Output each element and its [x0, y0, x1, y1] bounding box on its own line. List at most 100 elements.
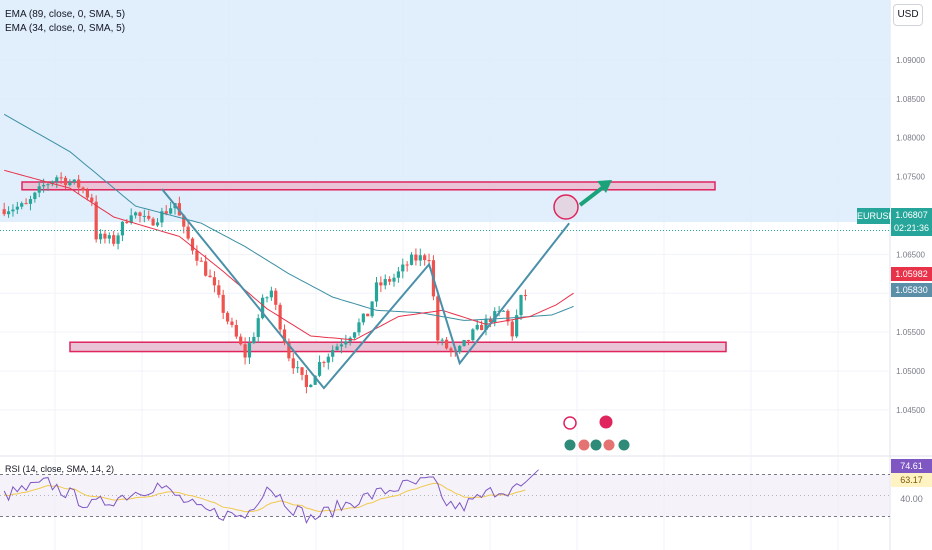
candle-body	[274, 290, 278, 305]
candle-body	[94, 201, 98, 240]
candle-body	[383, 279, 387, 286]
resistance-zone	[21, 181, 716, 191]
candle-body	[33, 192, 37, 200]
breakout-circle	[553, 194, 579, 220]
candle-body	[147, 215, 151, 219]
target-arrow-head	[597, 180, 612, 193]
candle-body	[24, 203, 28, 205]
candle-body	[55, 177, 59, 182]
candle-body	[418, 255, 422, 261]
candle-body	[269, 290, 273, 298]
candle-body	[344, 341, 348, 345]
candle-body	[300, 367, 304, 375]
candle-body	[42, 185, 46, 187]
candle-body	[116, 235, 120, 244]
candle-body	[471, 329, 475, 341]
economic-event-icon	[599, 415, 613, 429]
candle-body	[20, 203, 24, 207]
candle-body	[519, 295, 523, 316]
candle-body	[366, 313, 370, 317]
candle-body	[506, 310, 510, 322]
rsi-sma-line	[4, 482, 526, 513]
support-zone	[69, 341, 727, 353]
candle-body	[182, 215, 186, 227]
ema89-price-tag: 1.05830	[891, 283, 932, 297]
candle-body	[217, 285, 221, 295]
candle-body	[401, 264, 405, 272]
candle-body	[374, 282, 379, 302]
candle-body	[352, 332, 357, 338]
y-tick-label: 1.06500	[896, 250, 925, 259]
candle-body	[317, 362, 322, 376]
candle-body	[72, 179, 76, 183]
candle-body	[523, 295, 528, 297]
candle-body	[133, 212, 138, 216]
candle-body	[427, 260, 431, 262]
y-tick-label: 1.08000	[896, 134, 925, 143]
candle-body	[458, 345, 462, 352]
bar-countdown: 02:21:36	[893, 223, 930, 233]
candle-body	[59, 177, 63, 179]
y-tick-label: 1.08500	[896, 95, 925, 104]
candle-body	[160, 211, 164, 223]
candle-body	[247, 343, 252, 358]
rsi-value-tag: 74.61	[891, 459, 932, 473]
candle-body	[282, 329, 287, 344]
candle-body	[129, 215, 133, 223]
candle-body	[142, 215, 146, 217]
zigzag-trendline	[161, 188, 570, 390]
ema89-indicator-label[interactable]: EMA (89, close, 0, SMA, 5)	[5, 9, 126, 20]
candle-body	[501, 310, 506, 312]
candle-body	[322, 362, 326, 364]
candle-body	[423, 255, 427, 261]
candle-body	[409, 254, 414, 265]
candle-body	[388, 279, 392, 282]
candle-body	[112, 235, 116, 244]
candle-body	[309, 384, 313, 388]
candle-body	[405, 264, 409, 266]
candle-body	[449, 348, 453, 351]
candle-body	[50, 181, 54, 185]
rsi-level-40-tag: 40.00	[900, 494, 923, 504]
candle-body	[195, 250, 199, 261]
ema34-indicator-label[interactable]: EMA (34, close, 0, SMA, 5)	[5, 23, 126, 34]
news-event-icon	[602, 438, 616, 452]
candle-body	[357, 322, 361, 333]
candle-body	[396, 271, 400, 278]
candle-body	[37, 186, 41, 193]
candle-body	[151, 218, 155, 226]
candle-body	[186, 226, 190, 239]
candle-body	[252, 336, 256, 344]
candle-body	[361, 313, 365, 323]
rsi-sma-tag: 63.17	[891, 473, 932, 487]
last-price-tag: 1.06807 02:21:36	[891, 208, 932, 236]
candle-body	[221, 294, 225, 313]
candle-body	[204, 261, 208, 276]
candle-body	[515, 315, 519, 337]
rsi-indicator-label[interactable]: RSI (14, close, SMA, 14, 2)	[5, 464, 115, 474]
currency-selector[interactable]: USD	[893, 4, 923, 26]
candle-body	[510, 321, 514, 337]
ema89-line	[3, 113, 574, 321]
y-tick-label: 1.09000	[896, 56, 925, 65]
candle-body	[2, 209, 6, 215]
candle-body	[265, 297, 269, 299]
candle-body	[339, 344, 344, 347]
candle-body	[462, 339, 466, 346]
candle-body	[68, 182, 72, 186]
candle-body	[169, 208, 173, 214]
news-event-icon	[577, 438, 591, 452]
candle-body	[261, 297, 265, 319]
candle-body	[90, 197, 94, 202]
news-event-icon	[589, 438, 603, 452]
candle-body	[120, 221, 125, 236]
candle-body	[85, 190, 90, 198]
candle-body	[107, 235, 111, 239]
candle-body	[98, 233, 103, 240]
candle-body	[313, 375, 317, 385]
candle-body	[234, 324, 238, 337]
y-tick-label: 1.05500	[896, 328, 925, 337]
candle-body	[304, 374, 309, 388]
